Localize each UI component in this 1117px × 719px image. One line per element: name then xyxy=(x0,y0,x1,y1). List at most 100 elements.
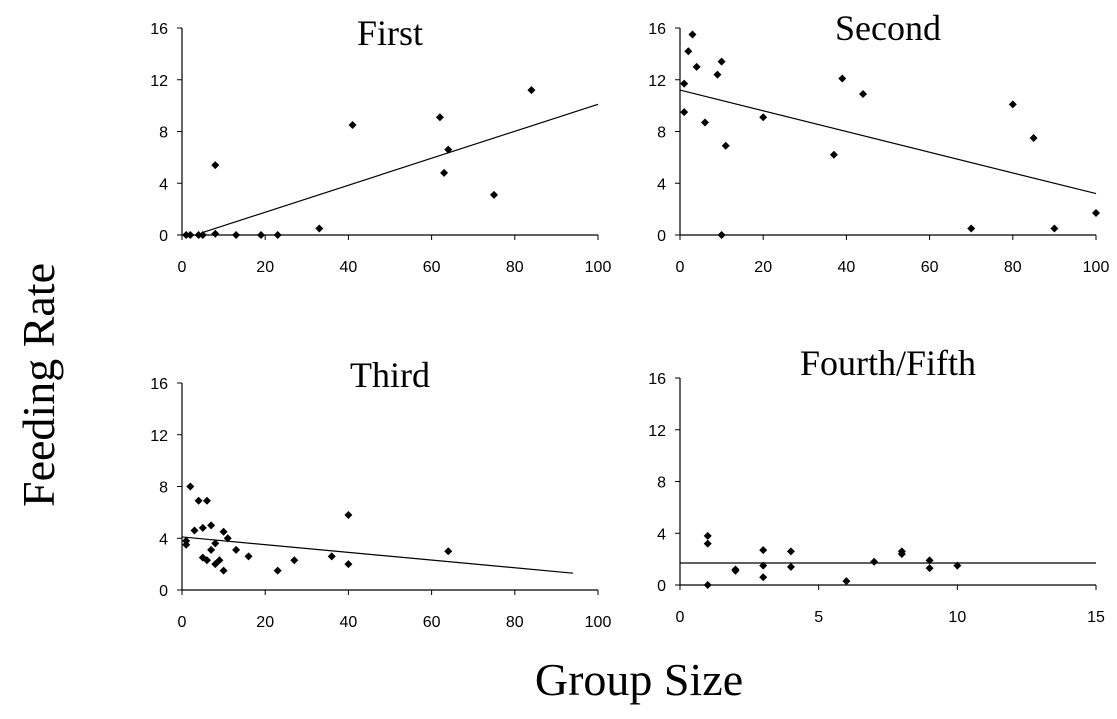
data-point xyxy=(684,47,693,56)
data-point xyxy=(219,566,228,575)
data-point xyxy=(202,496,211,505)
x-tick-label: 10 xyxy=(948,609,966,626)
x-tick-label: 0 xyxy=(676,259,685,276)
data-point xyxy=(680,79,689,88)
data-point xyxy=(527,86,536,95)
data-point xyxy=(215,556,224,565)
data-point xyxy=(731,566,740,575)
data-point xyxy=(186,482,195,491)
y-tick-label: 12 xyxy=(648,73,666,90)
x-tick-label: 100 xyxy=(585,614,612,631)
data-point xyxy=(786,547,795,556)
data-point xyxy=(290,556,299,565)
trend-line xyxy=(679,89,1097,195)
y-tick-label: 0 xyxy=(159,228,168,245)
data-point xyxy=(967,224,976,233)
x-tick-label: 40 xyxy=(340,614,358,631)
data-point xyxy=(953,561,962,570)
x-tick-label: 20 xyxy=(754,259,772,276)
data-point xyxy=(703,539,712,548)
y-tick-label: 0 xyxy=(159,583,168,600)
y-tick-label: 4 xyxy=(657,526,666,543)
x-tick-label: 40 xyxy=(340,259,358,276)
data-point xyxy=(1029,133,1038,142)
data-point xyxy=(211,229,220,238)
data-point xyxy=(211,539,220,548)
data-point xyxy=(190,526,199,535)
data-point xyxy=(344,510,353,519)
x-tick-label: 100 xyxy=(585,259,612,276)
x-tick-label: 80 xyxy=(1004,259,1022,276)
x-tick-label: 60 xyxy=(423,259,441,276)
x-tick-label: 20 xyxy=(256,259,274,276)
data-point xyxy=(232,545,241,554)
data-point xyxy=(244,552,253,561)
data-point xyxy=(194,231,203,239)
data-point xyxy=(223,534,232,543)
data-point xyxy=(829,150,838,159)
data-point xyxy=(348,121,357,130)
data-point xyxy=(198,231,207,239)
data-point xyxy=(688,30,697,39)
x-tick-label: 0 xyxy=(178,259,187,276)
y-tick-label: 8 xyxy=(657,475,666,492)
data-point xyxy=(717,231,726,239)
x-tick-label: 80 xyxy=(506,259,524,276)
data-point xyxy=(257,231,266,239)
data-point xyxy=(207,521,216,530)
panel-title: Second xyxy=(835,8,941,48)
data-point xyxy=(713,70,722,79)
data-point xyxy=(717,57,726,66)
x-tick-label: 60 xyxy=(921,259,939,276)
x-axis-label: Group Size xyxy=(535,654,743,705)
data-point xyxy=(786,562,795,571)
data-point xyxy=(232,231,241,239)
data-point xyxy=(703,531,712,540)
y-tick-label: 16 xyxy=(648,371,666,388)
data-point xyxy=(759,561,768,570)
data-point xyxy=(1008,100,1017,109)
data-point xyxy=(838,74,847,83)
data-point xyxy=(344,560,353,569)
y-tick-label: 4 xyxy=(657,176,666,193)
data-point xyxy=(207,545,216,554)
panel-title: Third xyxy=(350,355,430,395)
data-point xyxy=(1050,224,1059,233)
x-tick-label: 0 xyxy=(178,614,187,631)
x-tick-label: 100 xyxy=(1083,259,1110,276)
x-tick-label: 5 xyxy=(814,609,823,626)
data-point xyxy=(759,546,768,555)
trend-line xyxy=(202,103,599,233)
data-point xyxy=(202,556,211,565)
x-tick-label: 80 xyxy=(506,614,524,631)
y-tick-label: 4 xyxy=(159,531,168,548)
data-point xyxy=(870,557,879,566)
data-point xyxy=(444,145,453,154)
data-point xyxy=(721,141,730,150)
data-point xyxy=(759,113,768,122)
y-tick-label: 12 xyxy=(150,73,168,90)
data-point xyxy=(219,527,228,536)
data-point xyxy=(692,62,701,71)
data-point xyxy=(198,523,207,532)
data-point xyxy=(759,573,768,582)
data-point xyxy=(703,581,712,589)
data-point xyxy=(1092,209,1100,218)
data-point xyxy=(327,552,336,561)
y-axis-label: Feeding Rate xyxy=(13,263,64,507)
data-point xyxy=(211,560,220,569)
trend-line xyxy=(181,536,574,574)
data-point xyxy=(925,556,934,565)
data-point xyxy=(182,231,191,239)
data-point xyxy=(925,564,934,573)
y-tick-label: 0 xyxy=(657,578,666,595)
panel-title: Fourth/Fifth xyxy=(800,343,976,383)
data-point xyxy=(700,118,709,127)
data-point xyxy=(194,496,203,505)
data-point xyxy=(211,161,220,170)
data-point xyxy=(490,190,498,199)
y-tick-label: 8 xyxy=(159,480,168,497)
data-point xyxy=(182,536,191,545)
y-tick-label: 16 xyxy=(648,21,666,38)
